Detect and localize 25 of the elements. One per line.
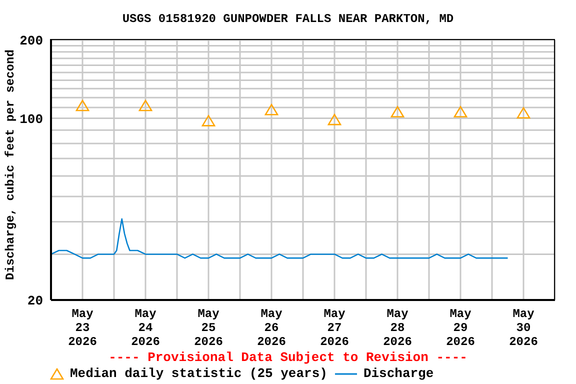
point — [264, 104, 278, 116]
chart-title: USGS 01581920 GUNPOWDER FALLS NEAR PARKTON, MD — [121, 12, 455, 26]
x-tick-label: May 23 2026 — [68, 307, 97, 349]
y-tick-label: 100 — [20, 112, 44, 127]
y-tick-label: 200 — [20, 34, 44, 49]
x-tick-label: May 26 2026 — [257, 307, 286, 349]
x-tick-label: May 24 2026 — [131, 307, 160, 349]
point — [202, 115, 216, 126]
x-tick-label: May 30 2026 — [509, 307, 538, 349]
y-tick-label: 20 — [27, 294, 44, 309]
point — [76, 100, 90, 112]
x-tick-label: May 28 2026 — [383, 307, 412, 349]
legend-label: Median daily statistic (25 years) — [69, 366, 328, 381]
line-series — [51, 218, 508, 259]
point — [390, 106, 404, 118]
x-tick-label: May 27 2026 — [320, 307, 349, 349]
x-tick-label: May 29 2026 — [446, 307, 475, 349]
x-tick-label: May 25 2026 — [194, 307, 223, 349]
point — [454, 106, 468, 118]
point — [138, 100, 152, 112]
text: ---- Provisional Data Subject to Revision ---- — [108, 350, 468, 365]
point — [516, 107, 530, 118]
y-axis-title: Discharge, cubic feet per second — [3, 50, 18, 280]
legend-label: Discharge — [362, 366, 434, 381]
point — [328, 114, 342, 126]
